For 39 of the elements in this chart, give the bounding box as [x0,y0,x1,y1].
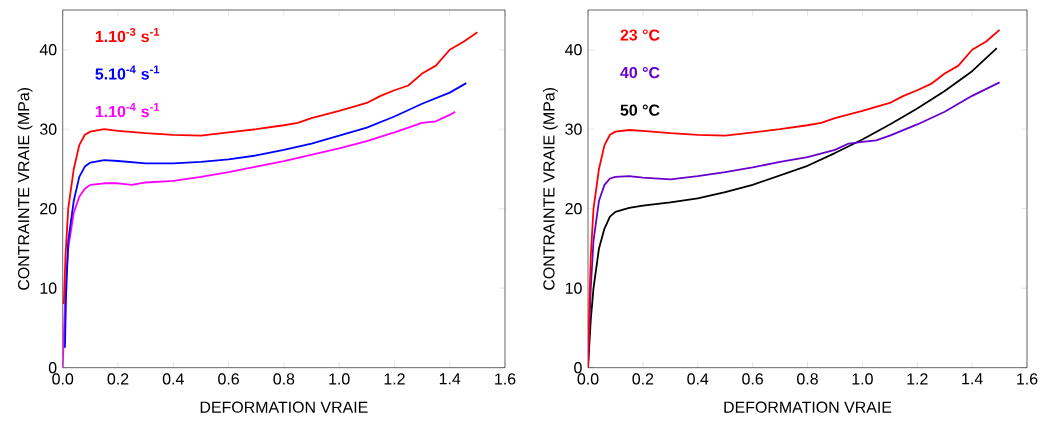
x-tick-label: 0.8 [273,373,295,385]
text: 50 °C [620,104,660,116]
x-tick-label: 1.4 [439,373,461,385]
text: 40 °C [620,66,660,79]
y-tick-label: 0 [574,362,582,374]
x-tick-label: 1.2 [384,373,405,385]
x-tick-label: 0.0 [577,373,599,385]
x-tick-label: 1.6 [495,373,516,385]
x-axis-title: DEFORMATION VRAIE [724,401,892,413]
text: 5.10$^{-4}$ s$^{-1}$ [95,65,160,80]
y-tick-label: 40 [565,44,582,56]
x-tick-label: 1.2 [907,373,928,385]
y-tick-label: 30 [39,123,57,135]
x-tick-label: 1.4 [962,373,983,385]
y-tick-label: 30 [565,123,582,135]
y-axis-title: CONTRAINTE VRAIE (MPa) [17,88,33,290]
x-tick-label: 0.2 [107,373,129,385]
y-tick-label: 20 [40,203,57,215]
x-axis-title: DEFORMATION VRAIE [200,401,368,413]
x-tick-label: 0.8 [797,373,818,385]
y-axis-title: CONTRAINTE VRAIE (MPa) [542,88,558,290]
text: 1.10$^{-4}$ s$^{-1}$ [95,103,160,118]
x-tick-label: 0.6 [218,373,239,385]
text: 23 °C [620,29,660,41]
y-tick-label: 10 [565,282,582,294]
x-tick-label: 0.6 [742,373,764,385]
x-tick-label: 0.4 [162,373,184,385]
x-tick-label: 1.6 [1017,373,1038,385]
y-tick-label: 40 [39,44,57,56]
x-tick-label: 0.2 [632,373,654,385]
text: 1.10$^{-3}$ s$^{-1}$ [95,27,160,43]
x-tick-label: 1.0 [852,373,873,385]
x-tick-label: 0.0 [52,373,74,385]
line-series [64,82,468,349]
y-tick-label: 10 [40,282,57,294]
y-tick-label: 20 [565,203,582,215]
x-tick-label: 0.4 [687,373,709,385]
x-tick-label: 1.0 [329,373,350,385]
y-tick-label: 0 [48,362,57,374]
